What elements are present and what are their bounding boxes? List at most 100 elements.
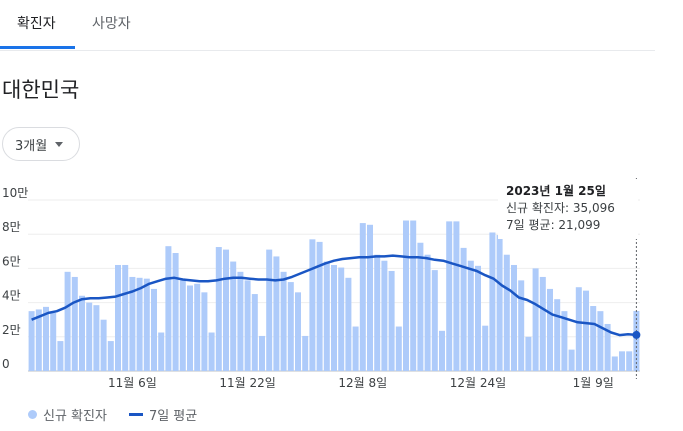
bar (79, 295, 85, 371)
bar (158, 332, 165, 371)
bar (107, 341, 114, 371)
chart-legend: 신규 확진자 7일 평균 (28, 404, 197, 424)
x-tick-label: 12월 8일 (338, 376, 387, 390)
bar (583, 290, 589, 371)
bar (633, 310, 640, 371)
bar (266, 249, 273, 371)
y-tick-label: 4만 (2, 289, 21, 303)
legend-bar-swatch (28, 409, 37, 419)
bar (604, 323, 611, 371)
bar (590, 306, 597, 371)
bar (237, 271, 244, 371)
legend-line-swatch (128, 412, 143, 416)
bar (424, 254, 431, 371)
bar (302, 335, 309, 371)
y-tick-label: 8만 (2, 220, 21, 234)
chart-tooltip: 2023년 1월 25일 신규 확진자: 35,096 7일 평균: 21,09… (498, 179, 638, 239)
bar (345, 277, 352, 371)
bar (511, 264, 517, 371)
bar (251, 294, 258, 371)
bar (597, 311, 604, 371)
legend-line-label: 7일 평균 (148, 408, 198, 424)
bar (626, 351, 633, 371)
bar (352, 326, 359, 371)
bar (331, 264, 337, 371)
y-tick-label: 6만 (2, 254, 21, 268)
bar (71, 276, 78, 371)
bar (453, 221, 460, 371)
tooltip-date: 2023년 1월 25일 (506, 184, 606, 198)
x-tick-label: 11월 6일 (108, 376, 157, 390)
bar (532, 268, 539, 371)
bar (338, 267, 345, 371)
bar (460, 247, 467, 371)
bar (165, 246, 172, 371)
tooltip-average: 7일 평균: 21,099 (506, 218, 601, 232)
bar (273, 256, 280, 371)
bar (381, 260, 388, 371)
bar (403, 220, 409, 371)
bar (525, 336, 532, 371)
tab-cases[interactable]: 확진자 (17, 16, 56, 32)
bar (611, 356, 618, 371)
bar (115, 264, 121, 371)
bar (489, 232, 496, 371)
bar (287, 282, 294, 371)
bar (64, 271, 71, 371)
bar (367, 224, 373, 371)
bar (187, 285, 193, 371)
bar (410, 220, 417, 371)
highlight-point (632, 330, 641, 339)
bar (388, 270, 395, 371)
tab-deaths[interactable]: 사망자 (92, 16, 131, 32)
bar (431, 270, 438, 371)
bar (439, 330, 445, 371)
cases-chart[interactable]: 0 2만 4만 6만 8만 10만 11월 6일 11월 22일 12월 8일 12월 24일 1월… (0, 170, 683, 402)
bar (496, 235, 503, 371)
bar (374, 254, 381, 371)
caret-down-icon (55, 141, 64, 147)
bar (547, 288, 553, 371)
bar (316, 241, 323, 371)
bar (244, 280, 251, 371)
bar (136, 277, 143, 371)
bar (230, 261, 237, 371)
range-dropdown[interactable]: 3개월 (2, 127, 80, 161)
bar (100, 319, 107, 371)
legend-bar-label: 신규 확진자 (43, 408, 107, 424)
bar (619, 351, 625, 371)
x-tick-label: 12월 24일 (450, 376, 506, 390)
bar (194, 283, 201, 371)
bar (35, 309, 42, 371)
bar (179, 280, 186, 371)
bar (467, 260, 474, 371)
tab-bar: 확진자 사망자 (0, 0, 655, 51)
bar (208, 332, 215, 371)
x-tick-label: 11월 22일 (219, 376, 275, 390)
average-line (31, 254, 637, 337)
bar (28, 311, 35, 371)
bar (259, 335, 265, 371)
bar (309, 239, 316, 371)
bar (417, 242, 424, 371)
bar (151, 288, 157, 371)
range-dropdown-label: 3개월 (15, 138, 48, 154)
bar (503, 254, 510, 371)
bar (50, 312, 57, 371)
y-tick-label: 10만 (2, 186, 28, 200)
bar (446, 221, 453, 371)
bar (122, 264, 129, 371)
bar (359, 223, 366, 371)
active-tab-indicator (0, 46, 75, 49)
bar (172, 253, 179, 371)
page-title: 대한민국 (2, 78, 80, 102)
bar (295, 292, 301, 371)
bar (215, 247, 222, 371)
bar (475, 265, 481, 371)
bar (323, 261, 330, 371)
bar (575, 287, 582, 371)
bar (561, 311, 568, 371)
bar (518, 280, 525, 371)
bar (201, 292, 208, 371)
y-tick-label: 2만 (2, 323, 21, 337)
